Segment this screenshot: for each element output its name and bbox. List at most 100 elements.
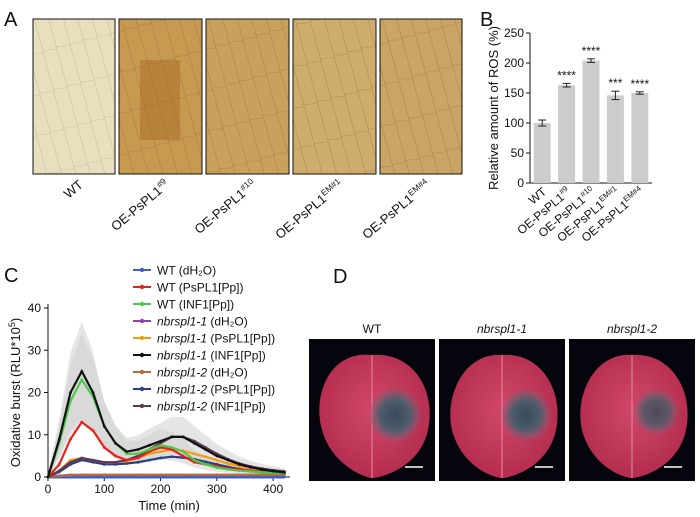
c-y-axis-label-sup: 5 xyxy=(7,322,17,327)
c-data-point xyxy=(170,455,174,459)
panel-a: A WT OE-PsPL1#9 OE-PsPL1#10 xyxy=(4,9,463,242)
c-data-point xyxy=(91,473,95,477)
c-data-point xyxy=(102,473,106,477)
c-data-point xyxy=(102,446,106,449)
c-data-point xyxy=(125,462,129,465)
c-y-axis-label-end: ) xyxy=(8,318,23,322)
c-data-point xyxy=(215,466,219,470)
c-data-point xyxy=(114,454,117,458)
c-data-point xyxy=(136,460,140,464)
c-legend-genotype: nbrspl1-1 xyxy=(157,332,207,346)
c-data-point xyxy=(192,475,196,479)
c-data-point xyxy=(114,475,117,479)
c-legend-genotype: nbrspl1-2 xyxy=(157,383,207,397)
micrograph-label-1-text: OE-PsPL1 xyxy=(108,183,165,234)
b-ytick-label: 150 xyxy=(504,86,524,100)
c-data-point xyxy=(226,473,230,477)
c-ytick-label: 10 xyxy=(28,428,42,442)
c-data-point xyxy=(80,473,84,477)
c-data-point xyxy=(181,473,185,477)
c-data-point xyxy=(249,475,253,479)
c-data-point xyxy=(181,475,185,479)
c-data-point xyxy=(159,450,162,454)
c-data-point xyxy=(69,399,72,403)
c-data-point xyxy=(147,475,151,479)
c-data-point xyxy=(69,437,72,441)
c-data-point xyxy=(80,420,84,424)
c-data-point xyxy=(237,462,241,466)
c-data-point xyxy=(170,446,174,449)
c-legend-treatment: (INF1[Pp]) xyxy=(207,400,266,414)
c-data-point xyxy=(125,475,129,479)
c-legend-label: WT (PsPL1[Pp]) xyxy=(157,281,243,295)
c-legend-marker xyxy=(139,284,145,290)
c-legend-marker xyxy=(139,352,145,358)
micrograph-oe-pspl1-10 xyxy=(205,18,290,175)
c-data-point xyxy=(260,470,264,474)
c-data-point xyxy=(249,470,253,473)
micrograph-label-4: OE-PsPL1EM#4 xyxy=(359,176,433,242)
c-data-point xyxy=(260,473,264,477)
c-data-point xyxy=(159,473,162,477)
b-y-axis-label: Relative amount of ROS (%) xyxy=(486,26,501,190)
b-category-label-sup: EM#1 xyxy=(597,184,618,204)
c-legend-label: nbrspl1-1 (dH₂O) xyxy=(157,315,248,329)
b-bar xyxy=(631,93,649,183)
panel-d-letter: D xyxy=(333,266,347,288)
c-data-point xyxy=(136,475,140,479)
c-legend-name: WT (PsPL1[Pp]) xyxy=(157,281,243,295)
c-data-point xyxy=(192,452,196,456)
b-ytick-label: 100 xyxy=(504,116,524,130)
c-data-point xyxy=(102,424,106,428)
c-data-point xyxy=(215,475,219,479)
c-legend-treatment: (dH₂O) xyxy=(207,366,248,380)
c-data-point xyxy=(181,454,185,458)
c-data-point xyxy=(204,455,207,459)
c-legend-genotype: nbrspl1-1 xyxy=(157,349,207,363)
c-legend-treatment: (dH₂O) xyxy=(207,315,248,329)
c-data-point xyxy=(91,391,95,394)
b-bar xyxy=(558,85,576,183)
c-ytick-label: 20 xyxy=(28,386,42,400)
c-xtick-label: 0 xyxy=(45,482,52,496)
c-data-point xyxy=(282,470,286,474)
c-series-line xyxy=(46,369,285,478)
c-data-point xyxy=(102,462,106,466)
micrograph-label-2-text: OE-PsPL1 xyxy=(191,186,248,237)
c-data-point xyxy=(159,456,162,460)
micrograph-label-3: OE-PsPL1EM#1 xyxy=(272,176,346,242)
c-data-point xyxy=(136,452,140,456)
b-significance: **** xyxy=(582,44,601,58)
c-data-point xyxy=(271,475,275,479)
c-data-point xyxy=(170,473,174,477)
c-data-point xyxy=(114,460,117,464)
c-legend-label: nbrspl1-1 (INF1[Pp]) xyxy=(157,349,266,363)
c-data-point xyxy=(159,443,162,447)
b-ytick-label: 200 xyxy=(504,56,524,70)
c-data-point xyxy=(69,391,72,394)
c-data-point xyxy=(57,474,61,478)
c-data-point xyxy=(91,429,95,432)
c-data-point xyxy=(226,467,230,471)
micrograph-label-3-text: OE-PsPL1 xyxy=(272,191,329,242)
leaf-photo-wt xyxy=(309,339,435,481)
c-data-point xyxy=(237,473,241,477)
b-bar xyxy=(606,95,624,183)
b-ytick-label: 50 xyxy=(511,146,525,160)
c-xtick-label: 400 xyxy=(263,482,283,496)
c-data-point xyxy=(57,437,61,441)
c-data-point xyxy=(147,448,151,451)
c-data-point xyxy=(147,443,151,447)
c-series-line xyxy=(47,473,285,479)
c-data-point xyxy=(136,473,140,477)
c-legend-label: WT (dH₂O) xyxy=(157,264,216,278)
c-data-point xyxy=(226,462,230,465)
c-legend-label: WT (INF1[Pp]) xyxy=(157,298,234,312)
c-error-band xyxy=(48,333,285,477)
c-legend-treatment: (INF1[Pp]) xyxy=(207,349,266,363)
c-y-axis-label: Oxidative burst (RLU*105) xyxy=(7,318,23,468)
c-data-point xyxy=(80,475,84,479)
c-data-point xyxy=(271,469,275,473)
